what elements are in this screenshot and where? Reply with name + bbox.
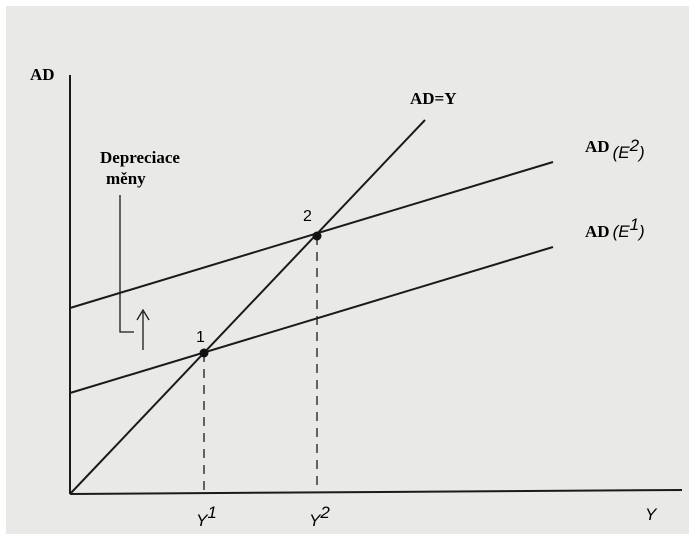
identity-label: AD=Y [410,89,457,108]
point-label: 2 [303,208,312,225]
equilibrium-point [312,231,322,241]
x-axis-label: Y [645,505,658,524]
point-label: 1 [196,329,205,346]
y-axis-label: AD [30,65,55,84]
label-part: 1 [630,215,639,234]
annotation-line: Depreciace [100,148,180,167]
label-part: ) [637,143,645,162]
shift-arrow [136,308,150,350]
x-mark-label: Y2 [309,503,330,530]
x-mark-label: Y1 [196,503,217,530]
annotation-line: měny [106,169,146,188]
identity-line [69,119,426,495]
label-part: (E [613,222,631,241]
label-part: AD [585,222,610,241]
upper-line-label: AD (E2) [585,136,645,162]
label-part: 2 [319,503,330,522]
lower-ad-line [69,246,554,394]
bracket [119,195,134,333]
label-part: 1 [207,503,216,522]
x-axis [69,489,683,495]
label-part: (E [613,143,631,162]
label-part: AD [585,137,610,156]
label-part: ) [637,222,645,241]
label-part: 2 [629,136,640,155]
upper-ad-line [69,161,554,309]
equilibrium-point [199,348,209,358]
lower-line-label: AD (E1) [585,215,645,241]
label-part: Y [196,511,209,530]
label-part: Y [309,511,322,530]
